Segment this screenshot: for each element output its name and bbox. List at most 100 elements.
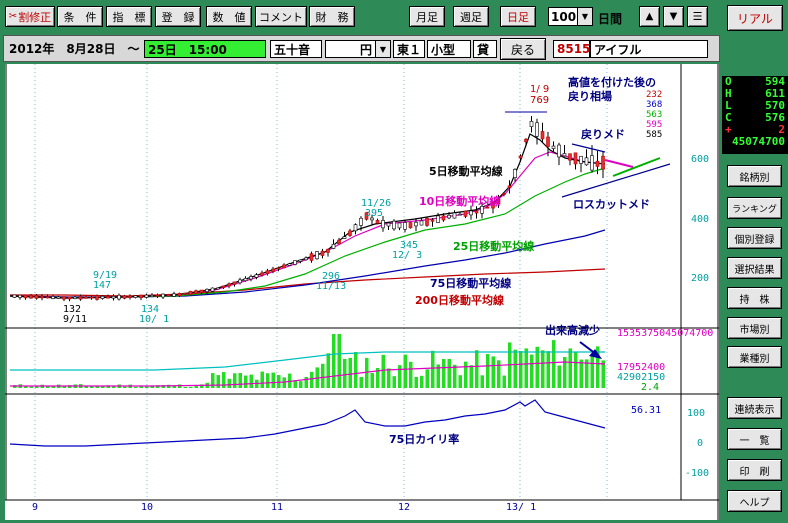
daily-button[interactable]: 日足 (500, 6, 536, 27)
volume-bar (51, 386, 55, 388)
x-label-dec: 12 (398, 502, 411, 513)
volume-bar (216, 375, 220, 388)
candle-body (188, 290, 193, 295)
candle-body (100, 295, 105, 299)
candle-body (518, 155, 523, 159)
candle-body (463, 210, 468, 217)
volume-bar (282, 377, 286, 388)
volume-bar (304, 376, 308, 388)
high-price-label: 769 (530, 95, 550, 106)
volume-bar (469, 365, 473, 388)
volume-bar (530, 354, 534, 388)
monthly-button[interactable]: 月足 (409, 6, 445, 27)
volume-bar (293, 380, 297, 388)
volume-bar (288, 373, 292, 388)
magenta-trend (604, 159, 634, 168)
stock-chart (5, 64, 719, 520)
range-end-field[interactable]: 25日 15:00 (144, 40, 266, 58)
volume-bar (95, 385, 99, 388)
volume-bar (403, 354, 407, 388)
candle-body (67, 296, 72, 300)
volume-bar (409, 361, 413, 388)
market-list-button[interactable]: 市場別 (727, 317, 782, 339)
volume-bar (596, 346, 600, 388)
comment-button[interactable]: コメント (255, 6, 307, 27)
start-date-field[interactable]: 2012年 8月28日 ～ (6, 39, 140, 58)
volume-bar (211, 373, 215, 388)
currency-select[interactable]: 円 ▼ (325, 40, 391, 58)
sort-field[interactable]: 五十音 (270, 40, 322, 58)
volume-bar (552, 340, 556, 388)
volume-bar (139, 386, 143, 388)
candle-body (177, 293, 182, 297)
chevron-down-icon[interactable]: ▼ (577, 8, 592, 25)
scroll-down-button[interactable]: ▼ (663, 6, 684, 27)
volume-bar (227, 378, 231, 388)
cap-field: 小型 (427, 40, 471, 58)
list-button[interactable]: 一 覧 (727, 428, 782, 450)
volume-bar (238, 372, 242, 388)
split-adjust-button[interactable]: ✂ 割修正 (5, 6, 55, 27)
candle-body (183, 292, 187, 295)
candle-body (95, 295, 99, 300)
print-button[interactable]: 印 刷 (727, 459, 782, 481)
candle-body (298, 259, 303, 262)
stock-code-field[interactable]: 8515 (553, 40, 590, 58)
value-button[interactable]: 数 値 (206, 6, 252, 27)
issue-list-button[interactable]: 銘柄別 (727, 165, 782, 187)
x-label-sep: 9 (32, 502, 39, 513)
register-button[interactable]: 登 録 (155, 6, 201, 27)
individual-register-button[interactable]: 個別登録 (727, 227, 782, 249)
menu-button[interactable]: ☰ (687, 6, 708, 27)
candle-body (447, 214, 451, 219)
candle-body (524, 138, 528, 143)
continuous-display-button[interactable]: 連続表示 (727, 397, 782, 419)
volume-bar (486, 354, 490, 388)
back-button[interactable]: 戻る (500, 38, 546, 60)
nov13-price: 296 (322, 271, 341, 282)
candle-body (282, 264, 286, 269)
volume-annotation: 出来高減少 (545, 324, 600, 337)
volume-bar (431, 350, 435, 388)
chart-panel[interactable]: 高値を付けた後の 戻り相場 232 368 563 595 585 1/ 9 7… (5, 64, 719, 520)
volume-bar (299, 381, 303, 388)
volume-bar (370, 373, 374, 388)
volume-bar (365, 357, 369, 388)
candle-body (172, 293, 176, 297)
realtime-button[interactable]: リアル (727, 5, 783, 31)
volume-bar (123, 386, 127, 388)
candle-body (540, 131, 545, 140)
osc-tick-minus100: -100 (685, 468, 710, 479)
indicator-button[interactable]: 指 標 (106, 6, 152, 27)
losscut-annotation: ロスカットメド (573, 198, 650, 211)
holdings-button[interactable]: 持 株 (727, 287, 782, 309)
financial-button[interactable]: 財 務 (309, 6, 355, 27)
help-button[interactable]: ヘルプ (727, 490, 782, 512)
condition-button[interactable]: 条 件 (57, 6, 103, 27)
high-row: H 611 (725, 87, 785, 100)
candle-body (348, 230, 352, 236)
industry-list-button[interactable]: 業種別 (727, 346, 782, 368)
candle-body (425, 217, 429, 226)
candle-body (238, 279, 242, 284)
candle-body (232, 281, 237, 285)
chevron-down-icon[interactable]: ▼ (375, 41, 390, 57)
selection-result-button[interactable]: 選択結果 (727, 257, 782, 279)
volume-bar (172, 385, 176, 388)
volume-bar (398, 365, 402, 388)
candle-body (562, 153, 567, 157)
period-unit-label: 日間 (598, 12, 623, 26)
candle-body (392, 220, 396, 230)
candle-body (469, 210, 473, 216)
loan-field: 貸 (473, 40, 497, 58)
ranking-button[interactable]: ランキング (727, 197, 782, 219)
weekly-button[interactable]: 週足 (453, 6, 489, 27)
dec3-date: 12/ 3 (392, 250, 423, 261)
period-count-select[interactable]: 100 ▼ (548, 7, 593, 26)
candle-body (194, 290, 198, 294)
candle-body (243, 278, 248, 282)
scroll-up-button[interactable]: ▲ (639, 6, 660, 27)
volume-bar (601, 360, 605, 388)
candle-body (139, 294, 143, 299)
volume-bar (145, 385, 149, 388)
